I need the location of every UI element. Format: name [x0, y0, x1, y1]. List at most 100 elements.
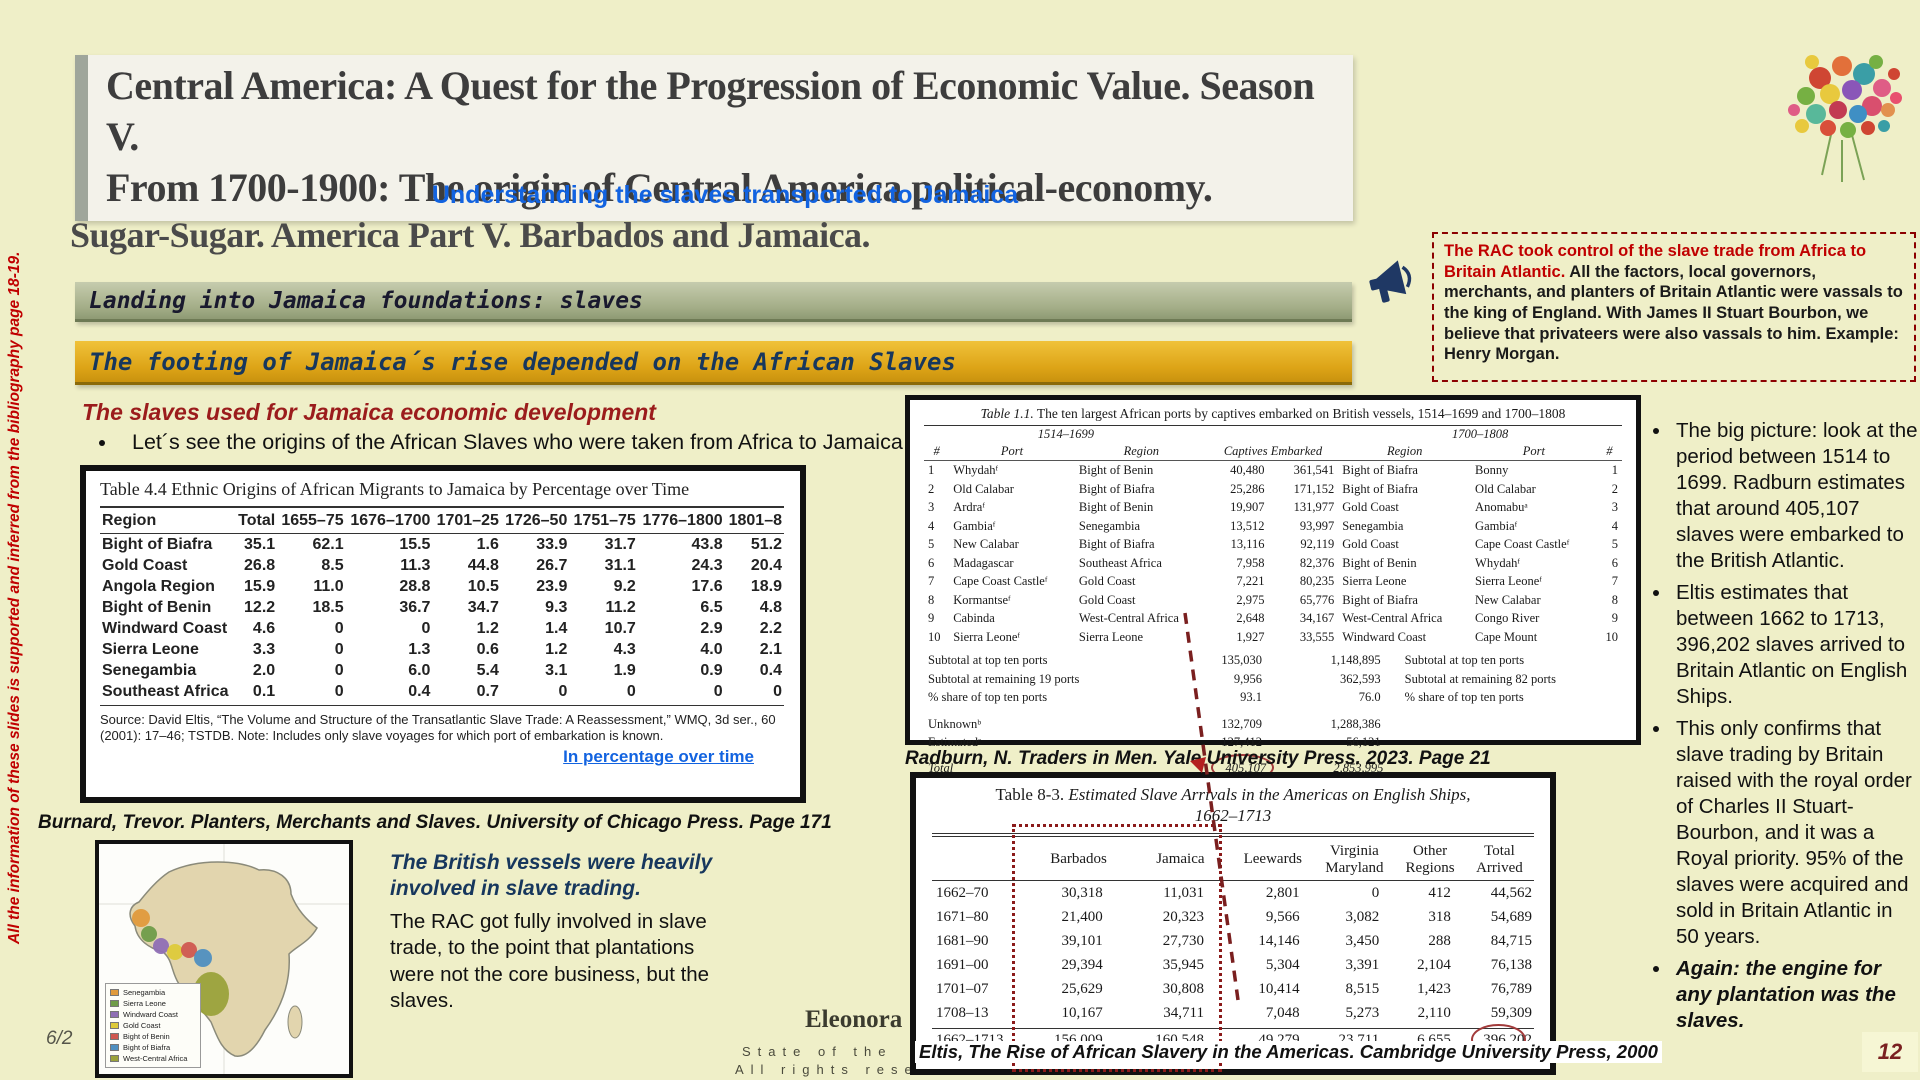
- main-bullet-list: Let´s see the origins of the African Sla…: [100, 430, 903, 455]
- table-cell: 40,480: [1230, 463, 1265, 477]
- table-cell: 59,309: [1464, 1001, 1534, 1029]
- table-cell: 8: [1611, 592, 1618, 607]
- table-8-3-slave-arrivals: Table 8-3. Estimated Slave Arrivals in t…: [910, 772, 1556, 1080]
- table-cell: 11,031: [1163, 884, 1204, 901]
- table-cell: 34.7: [467, 598, 499, 616]
- table-cell: 3,082: [1345, 908, 1380, 925]
- caption-eltis: Eltis, The Rise of African Slavery in th…: [915, 1041, 1662, 1063]
- table-cell: Windward Coast: [1342, 629, 1427, 644]
- table-cell: 7,958: [1236, 555, 1265, 570]
- footer-line-2: All rights reser: [735, 1062, 931, 1077]
- table-cell: 1.3: [408, 640, 431, 658]
- legend-chip: [110, 1000, 119, 1007]
- table-cell: 4.0: [700, 640, 723, 658]
- column-header: Leewards: [1231, 838, 1314, 881]
- table-cell: 10.7: [604, 619, 636, 637]
- table-cell: 0: [277, 681, 346, 706]
- vessels-text-block: The British vessels were heavily involve…: [390, 850, 725, 1015]
- legend-label: Gold Coast: [123, 1021, 161, 1030]
- table-cell: 0: [334, 661, 344, 679]
- table-cell: Windward Coast: [102, 619, 228, 637]
- table-cell: 2,975: [1236, 592, 1265, 607]
- vessels-lead: The British vessels were heavily involve…: [390, 851, 713, 901]
- column-header: Barbados: [1028, 838, 1129, 881]
- period-header-right: 1700–1808: [1452, 427, 1509, 441]
- subtitle-blue: Understanding the slaves transported to …: [431, 181, 1019, 209]
- table-row: 10 Sierra Leoneᶠ Sierra Leone 1,927 33,555 Wi…: [924, 628, 1622, 647]
- table-cell: Southeast Africa: [100, 681, 235, 706]
- table-row: 2 Old Calabar Bight of Biafra 25,286 171,152…: [924, 480, 1622, 499]
- table-cell: Congo River: [1475, 611, 1540, 625]
- table-cell: Bight of Biafra: [1078, 537, 1155, 551]
- table-cell: 1671–80: [936, 908, 989, 925]
- table-cell: 131,977: [1293, 500, 1335, 514]
- column-header: Region: [100, 508, 235, 534]
- table-cell: 318: [1428, 908, 1451, 925]
- table-cell: 0.4: [759, 661, 782, 679]
- column-header: 1751–75: [569, 508, 638, 534]
- table-cell: 13,116: [1230, 537, 1265, 551]
- column-header: #: [1596, 443, 1622, 461]
- table-cell: Gold Coast: [1078, 592, 1136, 607]
- column-header: [932, 838, 1029, 881]
- table-cell: Sierra Leoneᶠ: [1475, 574, 1542, 588]
- column-header: Region: [1338, 443, 1472, 461]
- table-cell: 6.0: [408, 661, 431, 679]
- table-cell: 54,689: [1490, 908, 1532, 925]
- table-cell: 35,945: [1162, 956, 1204, 973]
- table-cell: Estimatedᶜ: [928, 735, 982, 749]
- table-cell: 15.5: [399, 535, 431, 553]
- table-cell: Bight of Biafra: [1342, 463, 1418, 477]
- table-cell: 56,121: [1346, 735, 1381, 749]
- table-cell: 51.2: [750, 535, 782, 553]
- table-cell: Gambiaᶠ: [1475, 518, 1518, 533]
- banner-landing: Landing into Jamaica foundations: slaves: [75, 282, 1352, 322]
- table-cell: 11.3: [400, 556, 431, 574]
- table-cell: 3,391: [1345, 956, 1380, 973]
- table-row: 9 Cabinda West-Central Africa 2,648 34,167 We…: [924, 609, 1622, 628]
- sidebar-bullet: This only confirms that slave trading by…: [1672, 716, 1920, 950]
- table-cell: 36.7: [399, 598, 431, 616]
- table-cell: Old Calabar: [1475, 481, 1536, 496]
- table-row: 7 Cape Coast Castleᶠ Gold Coast 7,221 80,235…: [924, 572, 1622, 591]
- table-cell: 25,286: [1230, 481, 1265, 496]
- table-cell: New Calabar: [953, 537, 1019, 551]
- table-row: Bight of Benin 12.2 18.5 36.7 34.7 9.3 11.2 6.5…: [100, 597, 784, 618]
- decorative-flowers-image: [1788, 55, 1902, 182]
- table-cell: 2.9: [700, 619, 723, 637]
- table-cell: 1,423: [1417, 980, 1451, 997]
- legend-chip: [110, 1033, 119, 1040]
- source-rest: Calculated from Eltis, “The British Tran…: [970, 1078, 1403, 1080]
- vessels-body: The RAC got fully involved in slave trad…: [390, 909, 710, 1013]
- table-cell: Angola Region: [102, 577, 215, 595]
- table-cell: Unknownᵇ: [928, 716, 982, 731]
- map-legend: Senegambia Sierra Leone Windward Coast G…: [105, 983, 201, 1068]
- table-cell: 43.8: [691, 535, 723, 553]
- table-cell: 27,730: [1162, 932, 1204, 949]
- table-cell: 92,119: [1300, 537, 1335, 551]
- table-cell: Senegambia: [102, 661, 197, 679]
- table-row: % share of top ten ports 93.1 76.0 % share …: [924, 688, 1622, 707]
- table-row: 3 Ardraᶠ Bight of Benin 19,907 131,977 Gold C…: [924, 498, 1622, 517]
- table-cell: Ardraᶠ: [953, 500, 985, 514]
- column-header: Jamaica: [1128, 838, 1232, 881]
- table-row: Windward Coast 4.6 0 0 1.2 1.4 10.7 2.9 2.2: [100, 618, 784, 639]
- table-cell: 2: [1611, 481, 1618, 496]
- legend-label: Bight of Benin: [123, 1032, 170, 1041]
- table-cell: Madagascar: [953, 555, 1014, 570]
- legend-label: Senegambia: [123, 988, 166, 997]
- table-cell: New Calabar: [1475, 592, 1541, 607]
- table-cell: Bight of Biafra: [1078, 481, 1155, 496]
- table-cell: 1.4: [545, 619, 568, 637]
- table-cell: Bight of Biafra: [1342, 481, 1418, 496]
- table-row: Subtotal at remaining 19 ports 9,956 362,5…: [924, 670, 1622, 689]
- table-cell: Whydahᶠ: [1475, 555, 1520, 570]
- table-cell: 1.9: [613, 661, 636, 679]
- column-header: Port: [1471, 443, 1597, 461]
- table-cell: 65,776: [1299, 592, 1335, 607]
- table-cell: 10,414: [1258, 980, 1300, 997]
- vertical-bibliography-note: All the information of these slides is s…: [6, 251, 23, 944]
- table-1-1-african-ports: Table 1.1. The ten largest African ports…: [905, 395, 1641, 781]
- table-cell: 1701–07: [936, 980, 989, 997]
- table-cell: 0.7: [432, 681, 501, 706]
